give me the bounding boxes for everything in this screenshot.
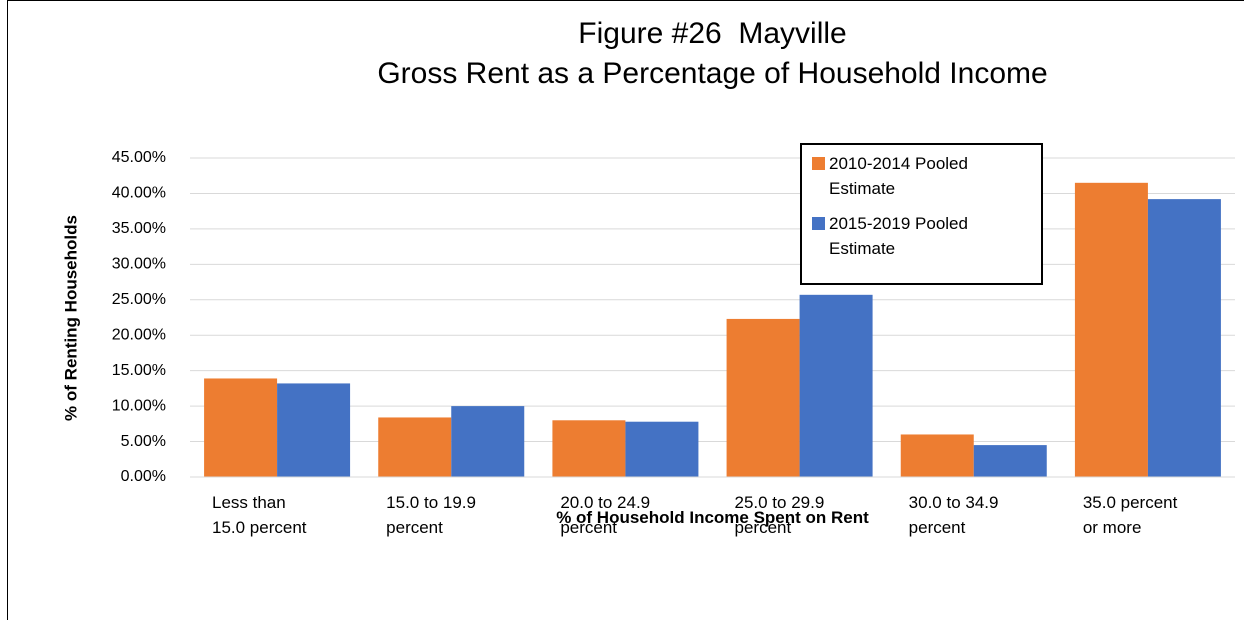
y-tick-label: 20.00%	[112, 326, 166, 343]
x-tick-label: 35.0 percent or more	[1082, 493, 1178, 537]
legend-entry: 2015-2019 Pooled Estimate	[812, 211, 1029, 261]
bar	[378, 417, 452, 477]
legend-label: 2010-2014 Pooled Estimate	[829, 154, 968, 198]
bar	[1074, 182, 1148, 478]
y-axis-title: % of Renting Households	[61, 215, 80, 421]
y-tick-label: 10.00%	[112, 397, 166, 414]
bar	[625, 421, 699, 477]
legend-label: 2015-2019 Pooled Estimate	[829, 214, 968, 258]
x-axis-title: % of Household Income Spent on Rent	[556, 508, 869, 527]
legend: 2010-2014 Pooled Estimate 2015-2019 Poole…	[800, 143, 1043, 285]
x-tick-label: 15.0 to 19.9 percent	[386, 493, 476, 537]
legend-swatch	[812, 217, 825, 230]
y-tick-label: 30.00%	[112, 256, 166, 273]
y-tick-label: 25.00%	[112, 291, 166, 308]
legend-swatch	[812, 157, 825, 170]
bar	[900, 434, 974, 477]
bar	[799, 294, 873, 477]
y-tick-label: 5.00%	[121, 433, 166, 450]
chart-title: Figure #26 Mayville Gross Rent as a Perc…	[377, 17, 1048, 90]
bar	[973, 445, 1047, 477]
bar	[552, 420, 626, 477]
y-tick-label: 45.00%	[112, 149, 166, 166]
y-tick-label: 0.00%	[121, 468, 166, 485]
y-tick-label: 40.00%	[112, 185, 166, 202]
legend-entry: 2010-2014 Pooled Estimate	[812, 151, 1029, 201]
bar	[726, 318, 800, 477]
x-tick-label: 25.0 to 29.9 percent	[734, 493, 825, 537]
x-tick-label: 20.0 to 24.9 percent	[560, 493, 651, 537]
x-tick-label: 30.0 to 34.9 percent	[908, 493, 999, 537]
bar	[204, 378, 278, 477]
y-tick-label: 15.00%	[112, 362, 166, 379]
bar	[1147, 199, 1221, 478]
x-tick-label: Less than 15.0 percent	[212, 493, 307, 537]
bar	[451, 406, 525, 477]
y-tick-label: 35.00%	[112, 220, 166, 237]
bar	[277, 383, 351, 477]
